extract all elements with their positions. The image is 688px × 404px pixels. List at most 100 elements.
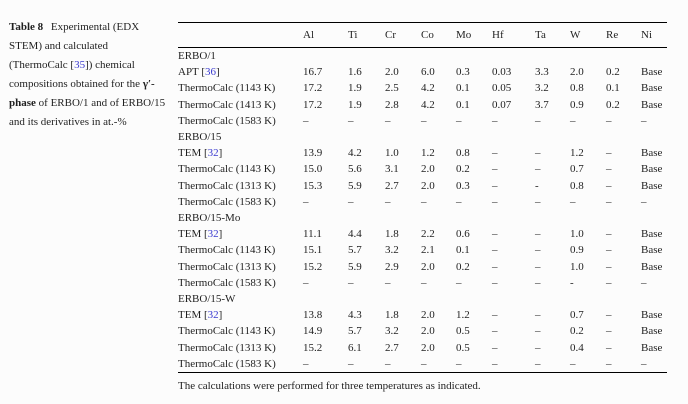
data-row: ThermoCalc (1583 K) – – – – – – – – – – <box>178 113 667 129</box>
cell-ta: – <box>535 163 541 176</box>
citation-35[interactable]: 35 <box>74 59 86 71</box>
cell-co: 2.2 <box>421 228 435 241</box>
cell-re: – <box>606 341 612 354</box>
cell-w: – <box>570 195 576 208</box>
cell-re: – <box>606 276 612 289</box>
cell-re <box>606 129 641 145</box>
cell-ta: 3.3 <box>535 66 549 79</box>
cell-ta <box>535 210 570 226</box>
cell-w: 0.2 <box>570 325 584 338</box>
cell-hf: – <box>492 357 498 370</box>
cell-al <box>303 129 348 145</box>
cell-ta: 3.7 <box>535 98 549 111</box>
cell-re: – <box>606 114 612 127</box>
row-label: ThermoCalc (1583 K) <box>178 195 276 208</box>
cell-w: - <box>570 276 574 289</box>
cell-ti: 4.2 <box>348 147 362 160</box>
col-header-ti: Ti <box>348 29 358 41</box>
section-row: ERBO/1 <box>178 48 667 65</box>
cell-mo: 1.2 <box>456 309 470 322</box>
col-header-w: W <box>570 29 581 41</box>
cell-hf: – <box>492 147 498 160</box>
cell-ni: Base <box>641 147 663 160</box>
cell-cr: 2.9 <box>385 260 399 273</box>
cell-mo: 0.6 <box>456 228 470 241</box>
cell-ni: Base <box>641 228 663 241</box>
citation-36[interactable]: 36 <box>205 66 216 79</box>
row-label: ThermoCalc (1143 K) <box>178 163 276 176</box>
row-label: ThermoCalc (1583 K) <box>178 357 276 370</box>
cell-w: 0.4 <box>570 341 584 354</box>
cell-ta: – <box>535 195 541 208</box>
cell-ta: – <box>535 228 541 241</box>
cell-re: – <box>606 228 612 241</box>
data-row: ThermoCalc (1313 K) 15.2 6.1 2.7 2.0 0.5 – – 0.4… <box>178 340 667 356</box>
cell-cr: 2.5 <box>385 82 399 95</box>
cell-ti: 5.7 <box>348 244 362 257</box>
cell-ni: Base <box>641 179 663 192</box>
cell-hf: – <box>492 325 498 338</box>
cell-al <box>303 48 348 65</box>
row-label: ThermoCalc (1313 K) <box>178 179 276 192</box>
cell-hf: – <box>492 163 498 176</box>
cell-ti <box>348 129 385 145</box>
data-row: TEM [32] 11.1 4.4 1.8 2.2 0.6– –1.0– Base <box>178 226 667 242</box>
col-header-hf: Hf <box>492 29 504 41</box>
cell-co: 2.0 <box>421 260 435 273</box>
cell-cr: 2.7 <box>385 179 399 192</box>
cell-w: 0.8 <box>570 82 584 95</box>
cell-ta: – <box>535 276 541 289</box>
citation-32[interactable]: 32 <box>207 228 219 241</box>
col-header-mo: Mo <box>456 29 472 41</box>
cell-al: 15.0 <box>303 163 323 176</box>
cell-ni <box>641 48 667 65</box>
cell-hf: – <box>492 195 498 208</box>
data-row: ThermoCalc (1313 K) 15.2 5.9 2.9 2.0 0.2 – – 1.0… <box>178 259 667 275</box>
cell-ta: – <box>535 341 541 354</box>
cell-co <box>421 129 456 145</box>
cell-al: – <box>303 357 309 370</box>
cell-ti: 5.6 <box>348 163 362 176</box>
cell-ti: 6.1 <box>348 341 362 354</box>
cell-cr: 1.8 <box>385 309 399 322</box>
cell-hf: 0.03 <box>492 66 512 79</box>
row-label: APT [36] <box>178 64 303 80</box>
cell-re: – <box>606 244 612 257</box>
cell-re <box>606 210 641 226</box>
data-row: ThermoCalc (1313 K) 15.3 5.9 2.7 2.0 0.3 – - 0.8… <box>178 178 667 194</box>
cell-w <box>570 210 606 226</box>
cell-cr: – <box>385 195 391 208</box>
data-row: ThermoCalc (1413 K) 17.2 1.9 2.8 4.2 0.1 0.07 3… <box>178 97 667 113</box>
cell-mo: 0.2 <box>456 260 470 273</box>
citation-32[interactable]: 32 <box>207 309 219 322</box>
row-label-text: ] <box>218 309 223 322</box>
cell-ta <box>535 48 570 65</box>
citation-32[interactable]: 32 <box>207 147 219 160</box>
row-label: ThermoCalc (1143 K) <box>178 244 276 257</box>
cell-w: 1.0 <box>570 260 584 273</box>
section-row: ERBO/15 <box>178 129 667 145</box>
cell-hf: 0.07 <box>492 98 512 111</box>
row-label: ThermoCalc (1583 K) <box>178 114 276 127</box>
cell-re: – <box>606 325 612 338</box>
cell-ni: – <box>641 195 647 208</box>
cell-w: 0.7 <box>570 163 584 176</box>
cell-ni: Base <box>641 309 663 322</box>
cell-ti: 4.3 <box>348 309 362 322</box>
row-label-text: TEM [ <box>178 147 208 160</box>
cell-w <box>570 291 606 307</box>
cell-ni: Base <box>641 82 663 95</box>
cell-mo <box>456 210 492 226</box>
cell-al: 15.3 <box>303 179 323 192</box>
cell-co: 2.0 <box>421 179 435 192</box>
cell-al: 13.8 <box>303 309 323 322</box>
section-label: ERBO/15-W <box>178 293 236 306</box>
cell-w: 1.2 <box>570 147 584 160</box>
cell-mo: – <box>456 195 462 208</box>
data-row: ThermoCalc (1143 K) 15.0 5.6 3.1 2.0 0.2 – – 0.7… <box>178 161 667 177</box>
cell-cr <box>385 48 421 65</box>
cell-ta: – <box>535 325 541 338</box>
composition-table: Al Ti Cr Co Mo Hf Ta W Re Ni ERBO/1 APT [36] 16.7 1.… <box>178 22 667 373</box>
cell-hf: – <box>492 244 498 257</box>
